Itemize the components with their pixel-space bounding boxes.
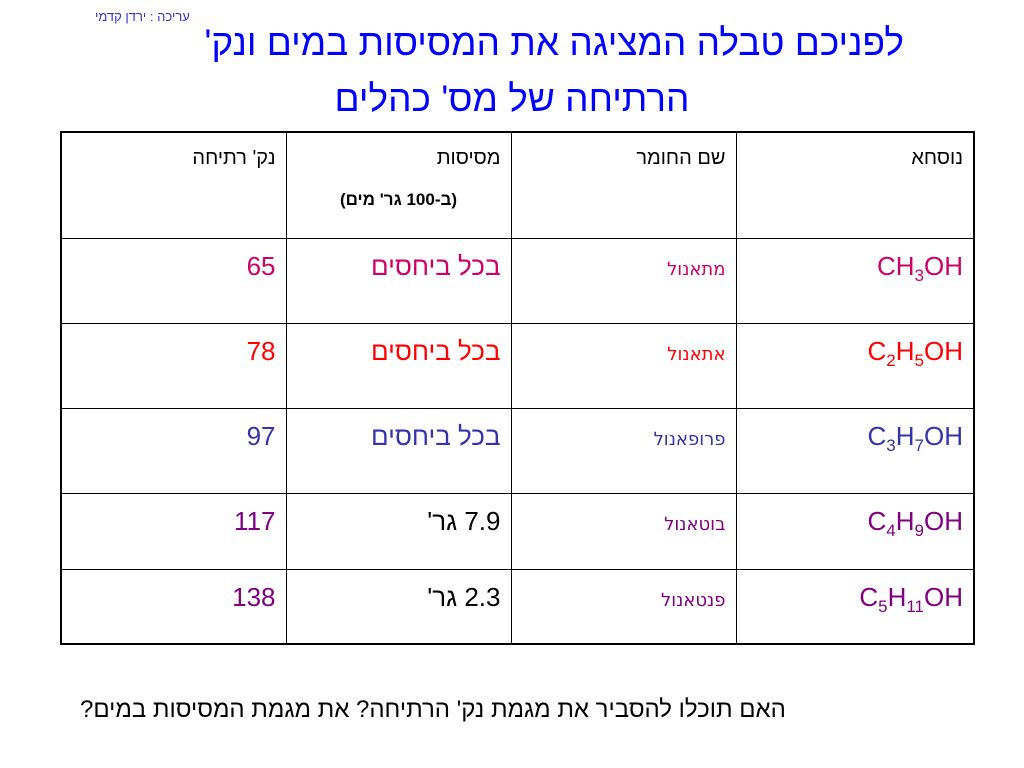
author-credit: עריכה : ירדן קדמי — [95, 9, 190, 24]
cell-boiling-point: 138 — [60, 569, 287, 645]
cell-formula: C4H9OH — [735, 493, 975, 570]
formula-pentanol: C5H11OH — [859, 582, 963, 616]
cell-solubility: בכל ביחסים — [285, 238, 512, 324]
cell-formula: C2H5OH — [735, 323, 975, 409]
header-boiling-point: נק' רתיחה — [60, 131, 287, 239]
formula-butanol: C4H9OH — [867, 506, 964, 540]
cell-name: אתאנול — [510, 323, 737, 409]
table-row: C4H9OH בוטאנול 7.9 גר' 117 — [60, 493, 975, 570]
name-text: מתאנול — [667, 259, 726, 280]
header-name: שם החומר — [510, 131, 737, 239]
cell-boiling-point: 78 — [60, 323, 287, 409]
cell-boiling-point: 97 — [60, 408, 287, 494]
name-text: פנטאנול — [661, 590, 726, 611]
name-text: בוטאנול — [664, 514, 726, 535]
header-solubility-unit: (ב-100 גר' מים) — [339, 190, 458, 209]
table-row: C2H5OH אתאנול בכל ביחסים 78 — [60, 323, 975, 409]
cell-boiling-point: 65 — [60, 238, 287, 324]
title-line-2: הרתיחה של מס' כהלים — [334, 78, 690, 119]
formula-methanol: CH3OH — [876, 251, 963, 285]
table-header-row: נוסחא שם החומר מסיסות (ב-100 גר' מים) נק… — [60, 131, 975, 239]
cell-name: פנטאנול — [510, 569, 737, 645]
name-text: אתאנול — [667, 344, 726, 365]
header-solubility-label: מסיסות — [436, 147, 501, 169]
formula-ethanol: C2H5OH — [867, 336, 964, 370]
formula-propanol: C3H7OH — [867, 421, 964, 455]
cell-solubility: בכל ביחסים — [285, 408, 512, 494]
cell-name: בוטאנול — [510, 493, 737, 570]
question-text: האם תוכלו להסביר את מגמת נק' הרתיחה? את … — [80, 696, 786, 723]
name-text: פרופאנול — [653, 429, 726, 450]
alcohols-table: נוסחא שם החומר מסיסות (ב-100 גר' מים) נק… — [60, 131, 975, 645]
title-line-1: לפניכם טבלה המציגה את המסיסות במים ונק' — [204, 22, 904, 63]
cell-formula: C3H7OH — [735, 408, 975, 494]
cell-formula: C5H11OH — [735, 569, 975, 645]
table-row: CH3OH מתאנול בכל ביחסים 65 — [60, 238, 975, 324]
cell-name: מתאנול — [510, 238, 737, 324]
cell-solubility: 7.9 גר' — [285, 493, 512, 570]
cell-formula: CH3OH — [735, 238, 975, 324]
cell-name: פרופאנול — [510, 408, 737, 494]
header-formula: נוסחא — [735, 131, 975, 239]
cell-solubility: בכל ביחסים — [285, 323, 512, 409]
cell-solubility: 2.3 גר' — [285, 569, 512, 645]
cell-boiling-point: 117 — [60, 493, 287, 570]
table-row: C5H11OH פנטאנול 2.3 גר' 138 — [60, 569, 975, 645]
header-solubility: מסיסות (ב-100 גר' מים) — [285, 131, 512, 239]
table-row: C3H7OH פרופאנול בכל ביחסים 97 — [60, 408, 975, 494]
